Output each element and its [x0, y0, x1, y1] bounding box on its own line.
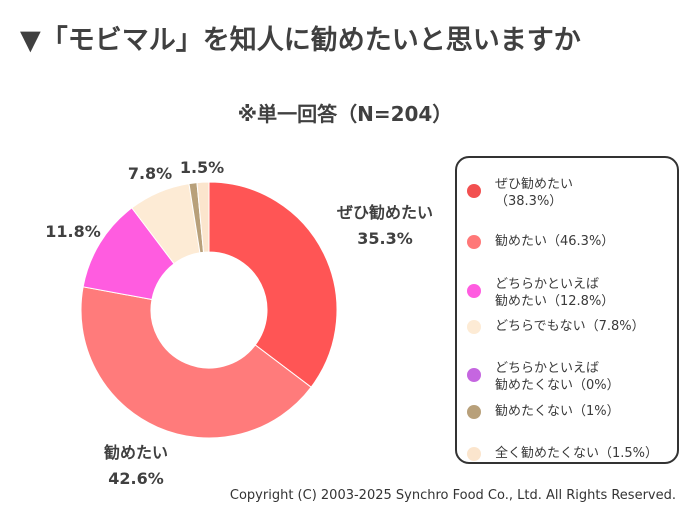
legend-label: 勧めたくない（1%） — [495, 404, 620, 419]
donut-slice-2 — [80, 286, 312, 439]
legend-swatch — [467, 235, 481, 249]
copyright-notice: Copyright (C) 2003-2025 Synchro Food Co.… — [229, 488, 676, 503]
legend-label: どちらかといえば 勧めたくない（0%） — [495, 361, 620, 393]
legend-label: ぜひ勧めたい （38.3%） — [495, 177, 574, 209]
legend-label: どちらでもない（7.8%） — [495, 319, 645, 334]
legend-label: 全く勧めたくない（1.5%） — [495, 446, 659, 461]
slice-label-value-7: 1.5% — [180, 158, 224, 177]
legend-swatch — [467, 368, 481, 382]
slice-label-value-3: 11.8% — [45, 222, 101, 241]
legend-swatch — [467, 184, 481, 198]
slice-label-value-2: 42.6% — [108, 469, 164, 488]
slice-label-value-4: 7.8% — [128, 164, 172, 183]
legend-swatch — [467, 447, 481, 461]
legend-swatch — [467, 284, 481, 298]
slice-label-name-2: 勧めたい — [104, 443, 168, 462]
chart-legend: ぜひ勧めたい （38.3%） 勧めたい（46.3%） どちらかといえば 勧めたい（12.… — [455, 156, 679, 464]
donut-slice-7 — [196, 181, 210, 253]
chart-subtitle: ※単一回答（N=204） — [237, 102, 453, 126]
legend-label: どちらかといえば 勧めたい（12.8%） — [495, 277, 615, 309]
slice-label-value-1: 35.3% — [357, 229, 413, 248]
donut-slice-1 — [208, 181, 338, 388]
legend-swatch — [467, 320, 481, 334]
chart-title: ▼「モビマル」を知人に勧めたいと思いますか — [20, 25, 581, 56]
legend-swatch — [467, 405, 481, 419]
legend-label: 勧めたい（46.3%） — [495, 234, 615, 249]
slice-label-name-1: ぜひ勧めたい — [337, 203, 433, 222]
